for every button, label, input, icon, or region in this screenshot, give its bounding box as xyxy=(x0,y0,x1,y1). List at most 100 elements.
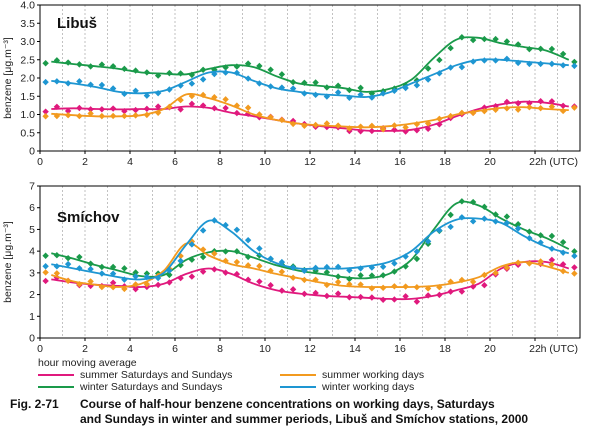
data-point xyxy=(526,100,533,107)
data-point xyxy=(132,106,139,114)
data-point xyxy=(526,45,533,53)
data-point xyxy=(447,211,454,219)
data-point xyxy=(312,79,319,86)
data-point xyxy=(424,238,432,245)
data-point xyxy=(64,107,72,115)
data-point xyxy=(368,122,376,130)
data-point xyxy=(199,227,207,234)
data-point xyxy=(177,261,184,269)
data-point xyxy=(458,214,466,221)
data-point xyxy=(379,126,387,133)
x-axis-label: h (UTC) xyxy=(541,343,578,355)
data-point xyxy=(346,125,353,132)
data-point xyxy=(514,106,522,113)
data-point xyxy=(357,281,364,288)
data-point xyxy=(402,124,409,131)
data-point xyxy=(87,63,94,70)
data-point xyxy=(402,293,409,300)
figure-caption: Fig. 2-71 Course of half-hour benzene con… xyxy=(10,397,590,427)
data-point xyxy=(98,81,106,89)
data-point xyxy=(53,112,61,120)
x-tick-label: 8 xyxy=(217,343,223,355)
data-point xyxy=(109,85,117,92)
data-point xyxy=(334,290,342,297)
series-line xyxy=(51,36,570,93)
data-point xyxy=(87,106,94,113)
data-point xyxy=(413,120,421,128)
data-point xyxy=(503,55,511,63)
data-point xyxy=(53,57,61,64)
data-point xyxy=(559,62,567,69)
data-point xyxy=(233,270,241,278)
data-point xyxy=(256,245,263,252)
data-point xyxy=(537,60,544,68)
data-point xyxy=(267,255,274,262)
data-point xyxy=(289,274,297,281)
y-tick-label: 0 xyxy=(29,146,35,158)
data-point xyxy=(132,285,139,293)
data-point xyxy=(514,225,522,232)
data-point xyxy=(64,112,72,119)
panel-title: Smíchov xyxy=(57,209,120,226)
data-point xyxy=(346,281,353,288)
data-point xyxy=(571,58,578,66)
data-point xyxy=(391,126,398,133)
data-point xyxy=(346,94,353,101)
x-tick-label: 6 xyxy=(172,156,178,168)
legend-item-winter-working: winter working days xyxy=(280,381,414,393)
legend-swatch xyxy=(38,374,74,376)
data-point xyxy=(222,257,229,265)
y-tick-label: 1 xyxy=(29,311,35,323)
data-point xyxy=(76,280,83,288)
data-point xyxy=(53,263,61,270)
data-point xyxy=(436,115,443,122)
data-point xyxy=(413,127,421,134)
data-point xyxy=(222,69,229,76)
data-point xyxy=(98,112,106,120)
data-point xyxy=(436,227,443,234)
x-tick-label: 14 xyxy=(349,343,361,355)
libus-panel: 0 0.5 1.0 1.5 2.0 2.5 3.0 3.5 4.0 0 2 4 6 8 10 12 14 16 18… xyxy=(2,0,581,168)
data-point xyxy=(379,296,387,303)
data-point xyxy=(391,283,398,290)
data-point xyxy=(402,84,409,92)
data-point xyxy=(278,84,286,91)
y-tick-label: 3.5 xyxy=(20,18,35,30)
data-point xyxy=(87,110,94,117)
data-point xyxy=(514,41,522,48)
data-point xyxy=(109,63,117,70)
data-point xyxy=(289,85,297,92)
data-point xyxy=(109,263,117,271)
data-point xyxy=(267,66,274,73)
data-point xyxy=(132,112,139,119)
data-point xyxy=(301,267,308,275)
data-point xyxy=(481,203,488,211)
data-point xyxy=(87,278,94,285)
data-point xyxy=(199,66,207,73)
data-point xyxy=(188,92,196,100)
data-point xyxy=(256,278,263,285)
data-point xyxy=(188,100,196,108)
data-point xyxy=(256,62,263,70)
data-point xyxy=(469,218,477,225)
data-point xyxy=(323,84,331,91)
data-point xyxy=(458,34,466,41)
x-tick-label: 2 xyxy=(82,343,88,355)
data-point xyxy=(413,82,421,89)
x-tick-label: 10 xyxy=(259,343,271,355)
data-point xyxy=(469,109,477,117)
data-point xyxy=(267,83,274,90)
data-point xyxy=(278,116,286,124)
data-point xyxy=(548,232,556,240)
data-point xyxy=(177,106,184,113)
data-point xyxy=(402,253,409,260)
data-point xyxy=(154,109,162,116)
data-point xyxy=(42,269,49,276)
y-tick-label: 4.0 xyxy=(20,0,35,12)
data-point xyxy=(42,277,49,285)
data-point xyxy=(458,63,466,71)
data-point xyxy=(211,266,218,273)
data-point xyxy=(109,112,117,120)
data-point xyxy=(379,284,387,292)
y-tick-label: 5 xyxy=(29,224,35,236)
